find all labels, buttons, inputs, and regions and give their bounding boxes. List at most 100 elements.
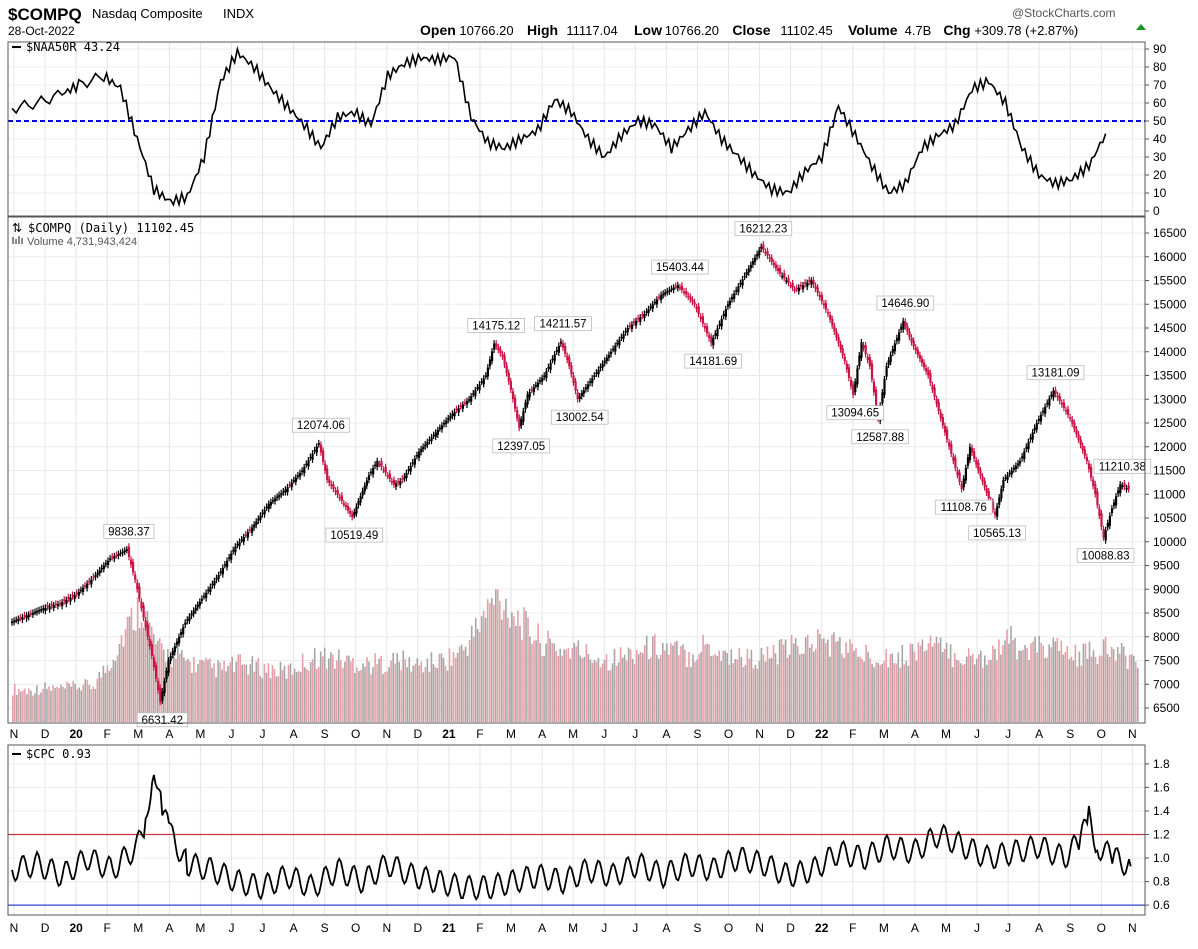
volume-bar [784,639,787,722]
volume-bar [815,648,817,722]
candle-body [324,463,327,471]
volume-bar [1130,654,1133,722]
candle-legend-icon: ⇅ [12,221,22,235]
x-tick-label: A [538,921,546,935]
candle-body [584,387,588,390]
candle-body [69,597,72,602]
volume-bar [843,657,845,722]
candle-body [952,456,955,461]
volume-bar [237,654,239,722]
volume-bar [976,658,978,722]
volume-bar [464,646,467,722]
volume-bar [90,689,93,722]
stat-label-open: Open [420,22,456,38]
candle-body [916,349,919,355]
price-label-box [1093,458,1152,474]
volume-bar [342,667,344,722]
candle-body [221,567,224,575]
candle-body [353,511,356,516]
candle-body [933,387,936,397]
volume-bar [972,653,974,722]
volume-bar [20,691,22,722]
volume-bar [424,667,427,722]
volume-bar [80,690,82,722]
x-tick-label: N [10,727,19,741]
up-arrow-icon [1136,24,1146,30]
volume-bar [978,654,980,722]
volume-bar [535,640,537,722]
candle-body [263,509,266,515]
stat-value-low: 10766.20 [665,23,719,38]
volume-bar [961,665,964,722]
volume-bar [831,634,833,722]
candle-body [44,607,47,611]
volume-bar [493,605,495,722]
candle-body [520,419,523,426]
volume-bar [432,664,435,722]
volume-bar [12,695,14,722]
price-label-box [876,295,935,311]
candle-body [152,657,156,668]
y-tick-label: 1.6 [1153,780,1170,794]
candle-body [46,605,49,607]
candle-body [902,321,905,330]
candle-body [703,326,707,329]
candle-body [38,610,41,612]
candle-body [311,453,314,460]
x-tick-label: J [1005,921,1011,935]
y-tick-label: 10500 [1153,511,1187,525]
candle-body [319,444,323,453]
candle-body [326,468,329,480]
volume-bar [22,690,24,722]
candle-body [261,512,264,515]
candle-body [737,286,740,293]
candle-body [578,396,581,399]
volume-bar [281,670,284,722]
volume-bar [332,654,334,722]
candle-body [299,472,302,477]
volume-bar [873,667,875,722]
y-tick-label: 13000 [1153,392,1187,406]
candle-body [893,343,896,352]
y-tick-label: 9500 [1153,559,1180,573]
stockcharts-watermark: @StockCharts.com [1012,6,1116,20]
volume-bar [297,671,300,722]
volume-bar [402,650,404,722]
volume-bar [851,643,853,722]
volume-bar [889,654,892,722]
volume-bar [539,643,541,722]
y-tick-label: 11500 [1153,464,1186,478]
volume-bar [980,650,982,722]
volume-bar [199,660,201,722]
volume-bar [780,639,783,722]
candle-body [470,396,473,402]
volume-bar [617,662,620,722]
candle-body [136,582,139,590]
x-tick-label: O [724,727,733,741]
candle-body [322,450,325,462]
volume-bar [957,660,960,722]
volume-bar [732,663,735,722]
volume-bar [857,656,859,722]
candle-body [541,377,544,382]
candle-body [649,306,652,309]
candle-body [845,363,848,370]
volume-bar [802,653,805,722]
volume-bar [372,667,374,722]
price-label-box [1026,365,1085,381]
y-tick-label: 15500 [1153,274,1187,288]
volume-bar [1080,665,1083,722]
y-tick-label: 80 [1153,60,1167,74]
candle-body [693,302,696,305]
volume-bar [645,635,648,722]
volume-bar [782,644,785,722]
volume-bar [16,694,18,722]
candle-body [660,294,663,300]
volume-bar [531,643,533,722]
x-tick-label: A [290,921,298,935]
volume-bar [1112,649,1115,722]
volume-bar [704,644,706,722]
volume-bar [446,670,449,722]
candle-body [15,619,18,622]
candle-body [591,378,594,384]
